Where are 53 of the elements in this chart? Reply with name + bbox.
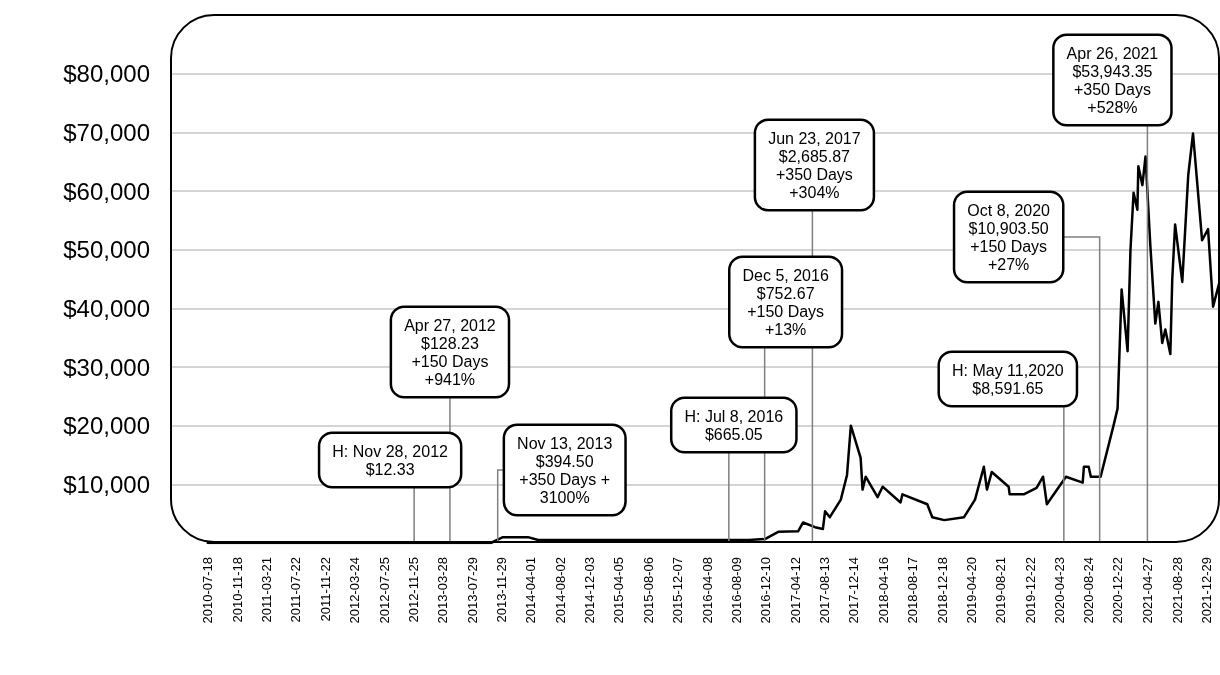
x-tick-label: 2012-03-24 bbox=[347, 557, 363, 624]
x-tick-label: 2016-04-08 bbox=[699, 557, 715, 624]
x-tick-label: 2011-11-22 bbox=[317, 557, 333, 622]
ref-line-label: H: May 11,2020 $8,591.65 bbox=[951, 361, 1064, 397]
ref-line-label: Oct 8, 2020 $10,903.50 +150 Days +27% bbox=[967, 201, 1051, 273]
y-tick-label: $10,000 bbox=[63, 470, 150, 498]
y-tick-label: $60,000 bbox=[63, 177, 150, 205]
x-tick-label: 2014-04-01 bbox=[523, 557, 539, 624]
x-tick-label: 2011-07-22 bbox=[288, 557, 304, 623]
x-tick-label: 2010-07-18 bbox=[200, 557, 216, 624]
x-tick-label: 2013-11-29 bbox=[494, 557, 510, 623]
ref-line-label: Apr 27, 2012 $128.23 +150 Days +941% bbox=[404, 316, 496, 388]
x-tick-label: 2016-12-10 bbox=[758, 557, 774, 624]
x-tick-label: 2018-12-18 bbox=[934, 557, 950, 624]
y-tick-label: $20,000 bbox=[63, 412, 150, 440]
ref-line-label: Apr 26, 2021 $53,943.35 +350 Days +528% bbox=[1066, 44, 1159, 116]
ref-line-label: Dec 5, 2016 $752.67 +150 Days +13% bbox=[742, 266, 829, 338]
x-tick-label: 2015-04-05 bbox=[611, 557, 627, 624]
line-series bbox=[206, 132, 1220, 545]
x-tick-label: 2019-08-21 bbox=[993, 557, 1009, 624]
x-tick-label: 2011-03-21 bbox=[259, 557, 275, 623]
x-tick-label: 2018-04-16 bbox=[875, 557, 891, 624]
x-tick-label: 2014-08-02 bbox=[552, 557, 568, 624]
x-tick-label: 2010-11-18 bbox=[229, 557, 245, 623]
ref-line-label: H: Jul 8, 2016 $665.05 bbox=[684, 407, 784, 443]
x-tick-label: 2013-07-29 bbox=[464, 557, 480, 624]
x-tick-label: 2016-08-09 bbox=[728, 557, 744, 624]
ref-line-label: H: Nov 28, 2012 $12.33 bbox=[332, 442, 449, 478]
x-tick-label: 2015-08-06 bbox=[640, 557, 656, 624]
y-tick-label: $30,000 bbox=[63, 353, 150, 381]
x-tick-label: 2021-08-28 bbox=[1169, 557, 1185, 624]
x-tick-label: 2020-04-23 bbox=[1052, 557, 1068, 624]
x-tick-label: 2021-04-27 bbox=[1140, 557, 1156, 624]
y-tick-label: $70,000 bbox=[63, 118, 150, 146]
y-tick-label: $50,000 bbox=[63, 236, 150, 264]
ref-line-label: Jun 23, 2017 $2,685.87 +350 Days +304% bbox=[768, 129, 861, 201]
x-tick-label: 2014-12-03 bbox=[582, 557, 598, 624]
x-tick-label: 2019-12-22 bbox=[1022, 557, 1038, 624]
x-tick-label: 2021-12-29 bbox=[1198, 557, 1214, 624]
x-tick-label: 2018-08-17 bbox=[905, 557, 921, 624]
x-tick-label: 2017-04-12 bbox=[787, 557, 803, 624]
x-tick-label: 2013-03-28 bbox=[435, 557, 451, 624]
x-tick-label: 2020-12-22 bbox=[1110, 557, 1126, 624]
x-tick-label: 2017-08-13 bbox=[817, 557, 833, 624]
x-tick-label: 2012-07-25 bbox=[376, 557, 392, 624]
x-tick-label: 2020-08-24 bbox=[1081, 557, 1097, 624]
y-tick-label: $40,000 bbox=[63, 294, 150, 322]
x-tick-label: 2017-12-14 bbox=[846, 557, 862, 624]
ref-line-label: Nov 13, 2013 $394.50 +350 Days + 3100% bbox=[517, 434, 613, 506]
y-tick-label: $80,000 bbox=[63, 60, 150, 88]
x-tick-label: 2012-11-25 bbox=[405, 557, 421, 623]
x-tick-label: 2019-04-20 bbox=[963, 557, 979, 624]
x-tick-label: 2015-12-07 bbox=[670, 557, 686, 624]
